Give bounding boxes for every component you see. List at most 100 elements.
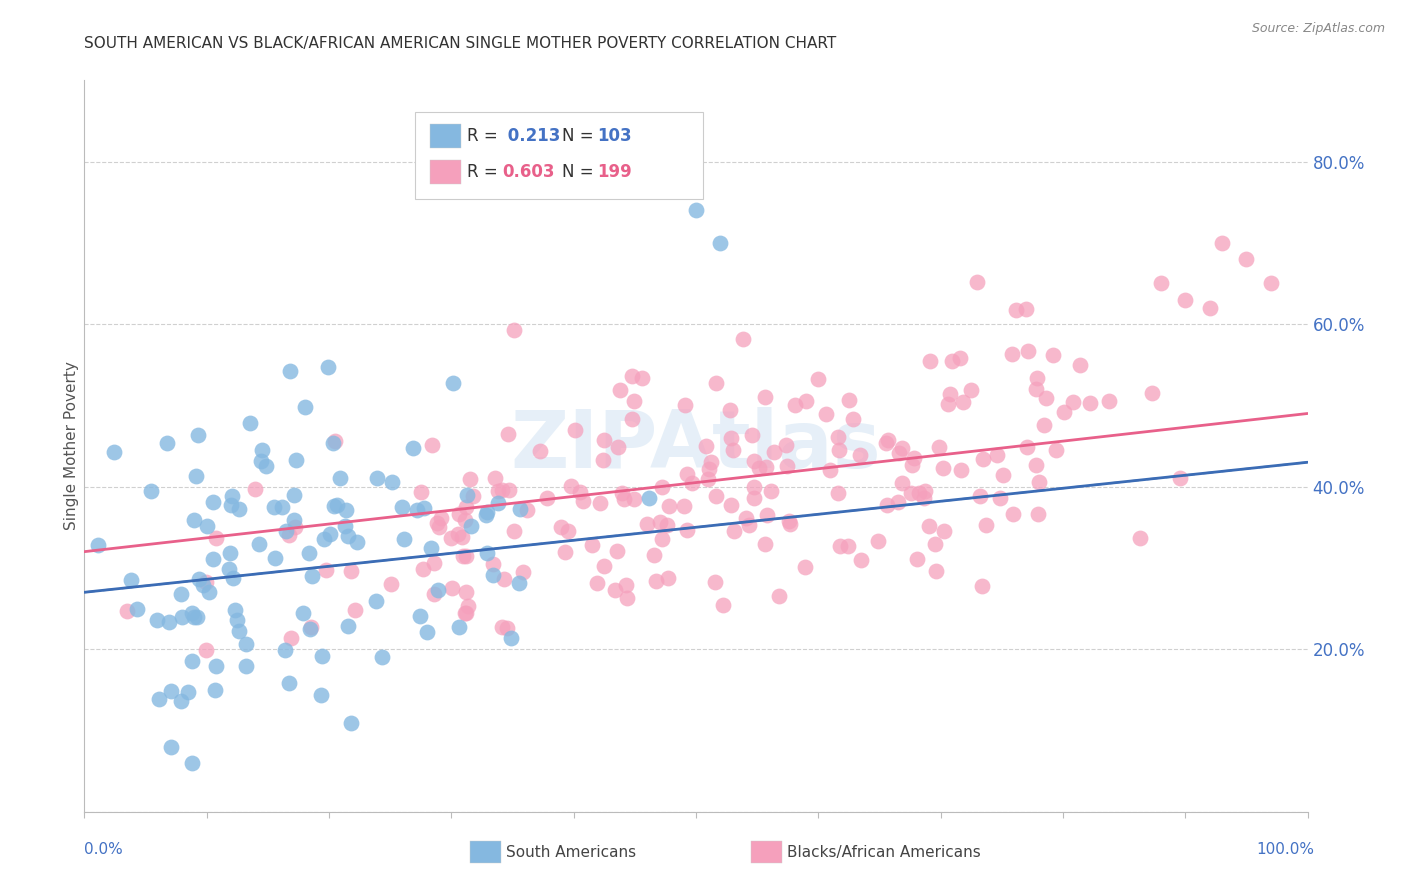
Point	[508, 576, 530, 591]
Point	[427, 582, 450, 597]
Point	[1015, 440, 1038, 454]
Point	[941, 354, 963, 368]
Point	[697, 462, 720, 476]
Point	[723, 524, 745, 538]
Point	[423, 556, 446, 570]
Point	[1129, 531, 1152, 545]
Point	[720, 498, 742, 512]
Point	[651, 533, 673, 547]
Point	[180, 607, 202, 621]
Point	[966, 275, 988, 289]
Point	[672, 500, 695, 514]
Point	[391, 500, 413, 515]
Point	[456, 488, 478, 502]
Point	[312, 532, 335, 546]
Point	[263, 500, 285, 514]
Point	[1033, 417, 1056, 432]
Point	[278, 528, 301, 542]
Point	[187, 427, 209, 442]
Point	[657, 571, 679, 585]
Point	[610, 486, 633, 500]
Point	[557, 524, 579, 538]
Point	[420, 541, 443, 556]
Text: 0.603: 0.603	[502, 163, 554, 181]
Point	[219, 498, 242, 512]
Text: Source: ZipAtlas.com: Source: ZipAtlas.com	[1251, 22, 1385, 36]
Point	[1026, 370, 1049, 384]
Point	[475, 546, 498, 560]
Point	[887, 495, 910, 509]
Point	[1025, 382, 1047, 396]
Point	[186, 610, 208, 624]
Point	[1140, 386, 1163, 401]
Point	[695, 438, 717, 452]
Point	[219, 546, 242, 560]
Point	[427, 520, 450, 534]
Point	[721, 442, 744, 457]
Point	[451, 530, 474, 544]
Point	[768, 589, 790, 603]
Point	[494, 572, 516, 586]
Point	[623, 491, 645, 506]
Point	[292, 606, 315, 620]
Point	[636, 517, 658, 532]
Point	[742, 480, 765, 494]
Point	[568, 484, 591, 499]
Point	[1026, 507, 1049, 521]
Point	[420, 438, 443, 452]
Point	[709, 235, 731, 250]
Text: 0.0%: 0.0%	[84, 842, 124, 856]
Point	[887, 446, 910, 460]
Point	[456, 500, 478, 515]
Point	[271, 500, 294, 514]
Point	[235, 658, 257, 673]
Point	[159, 739, 181, 754]
Point	[912, 491, 935, 505]
Point	[225, 613, 247, 627]
Point	[284, 453, 307, 467]
Point	[681, 475, 703, 490]
Point	[936, 396, 959, 410]
Text: 0.213: 0.213	[502, 128, 561, 145]
Point	[205, 659, 228, 673]
Point	[581, 538, 603, 552]
Point	[1042, 348, 1064, 362]
Point	[146, 613, 169, 627]
Point	[815, 408, 838, 422]
Point	[1025, 458, 1047, 472]
Point	[623, 393, 645, 408]
Point	[754, 390, 776, 404]
Point	[336, 528, 359, 542]
Point	[704, 376, 727, 390]
Point	[1150, 277, 1173, 291]
Point	[593, 559, 616, 574]
Point	[449, 507, 471, 521]
Point	[509, 502, 531, 516]
Point	[333, 518, 356, 533]
Text: South Americans: South Americans	[506, 846, 637, 860]
Point	[453, 606, 475, 620]
Point	[491, 620, 513, 634]
Point	[606, 543, 628, 558]
Point	[720, 431, 742, 445]
Point	[228, 502, 250, 516]
Point	[827, 486, 849, 500]
Point	[323, 434, 346, 448]
Point	[592, 434, 614, 448]
Point	[316, 359, 339, 374]
Point	[491, 483, 513, 498]
Point	[205, 531, 228, 545]
Point	[245, 482, 267, 496]
Point	[496, 426, 519, 441]
Point	[319, 527, 342, 541]
Point	[502, 524, 524, 539]
Point	[585, 575, 607, 590]
Point	[460, 519, 482, 533]
Point	[775, 438, 797, 452]
Point	[742, 454, 765, 468]
Point	[655, 517, 678, 532]
Point	[676, 524, 699, 538]
Text: ZIPAtlas: ZIPAtlas	[510, 407, 882, 485]
Point	[827, 430, 849, 444]
Point	[447, 620, 470, 634]
